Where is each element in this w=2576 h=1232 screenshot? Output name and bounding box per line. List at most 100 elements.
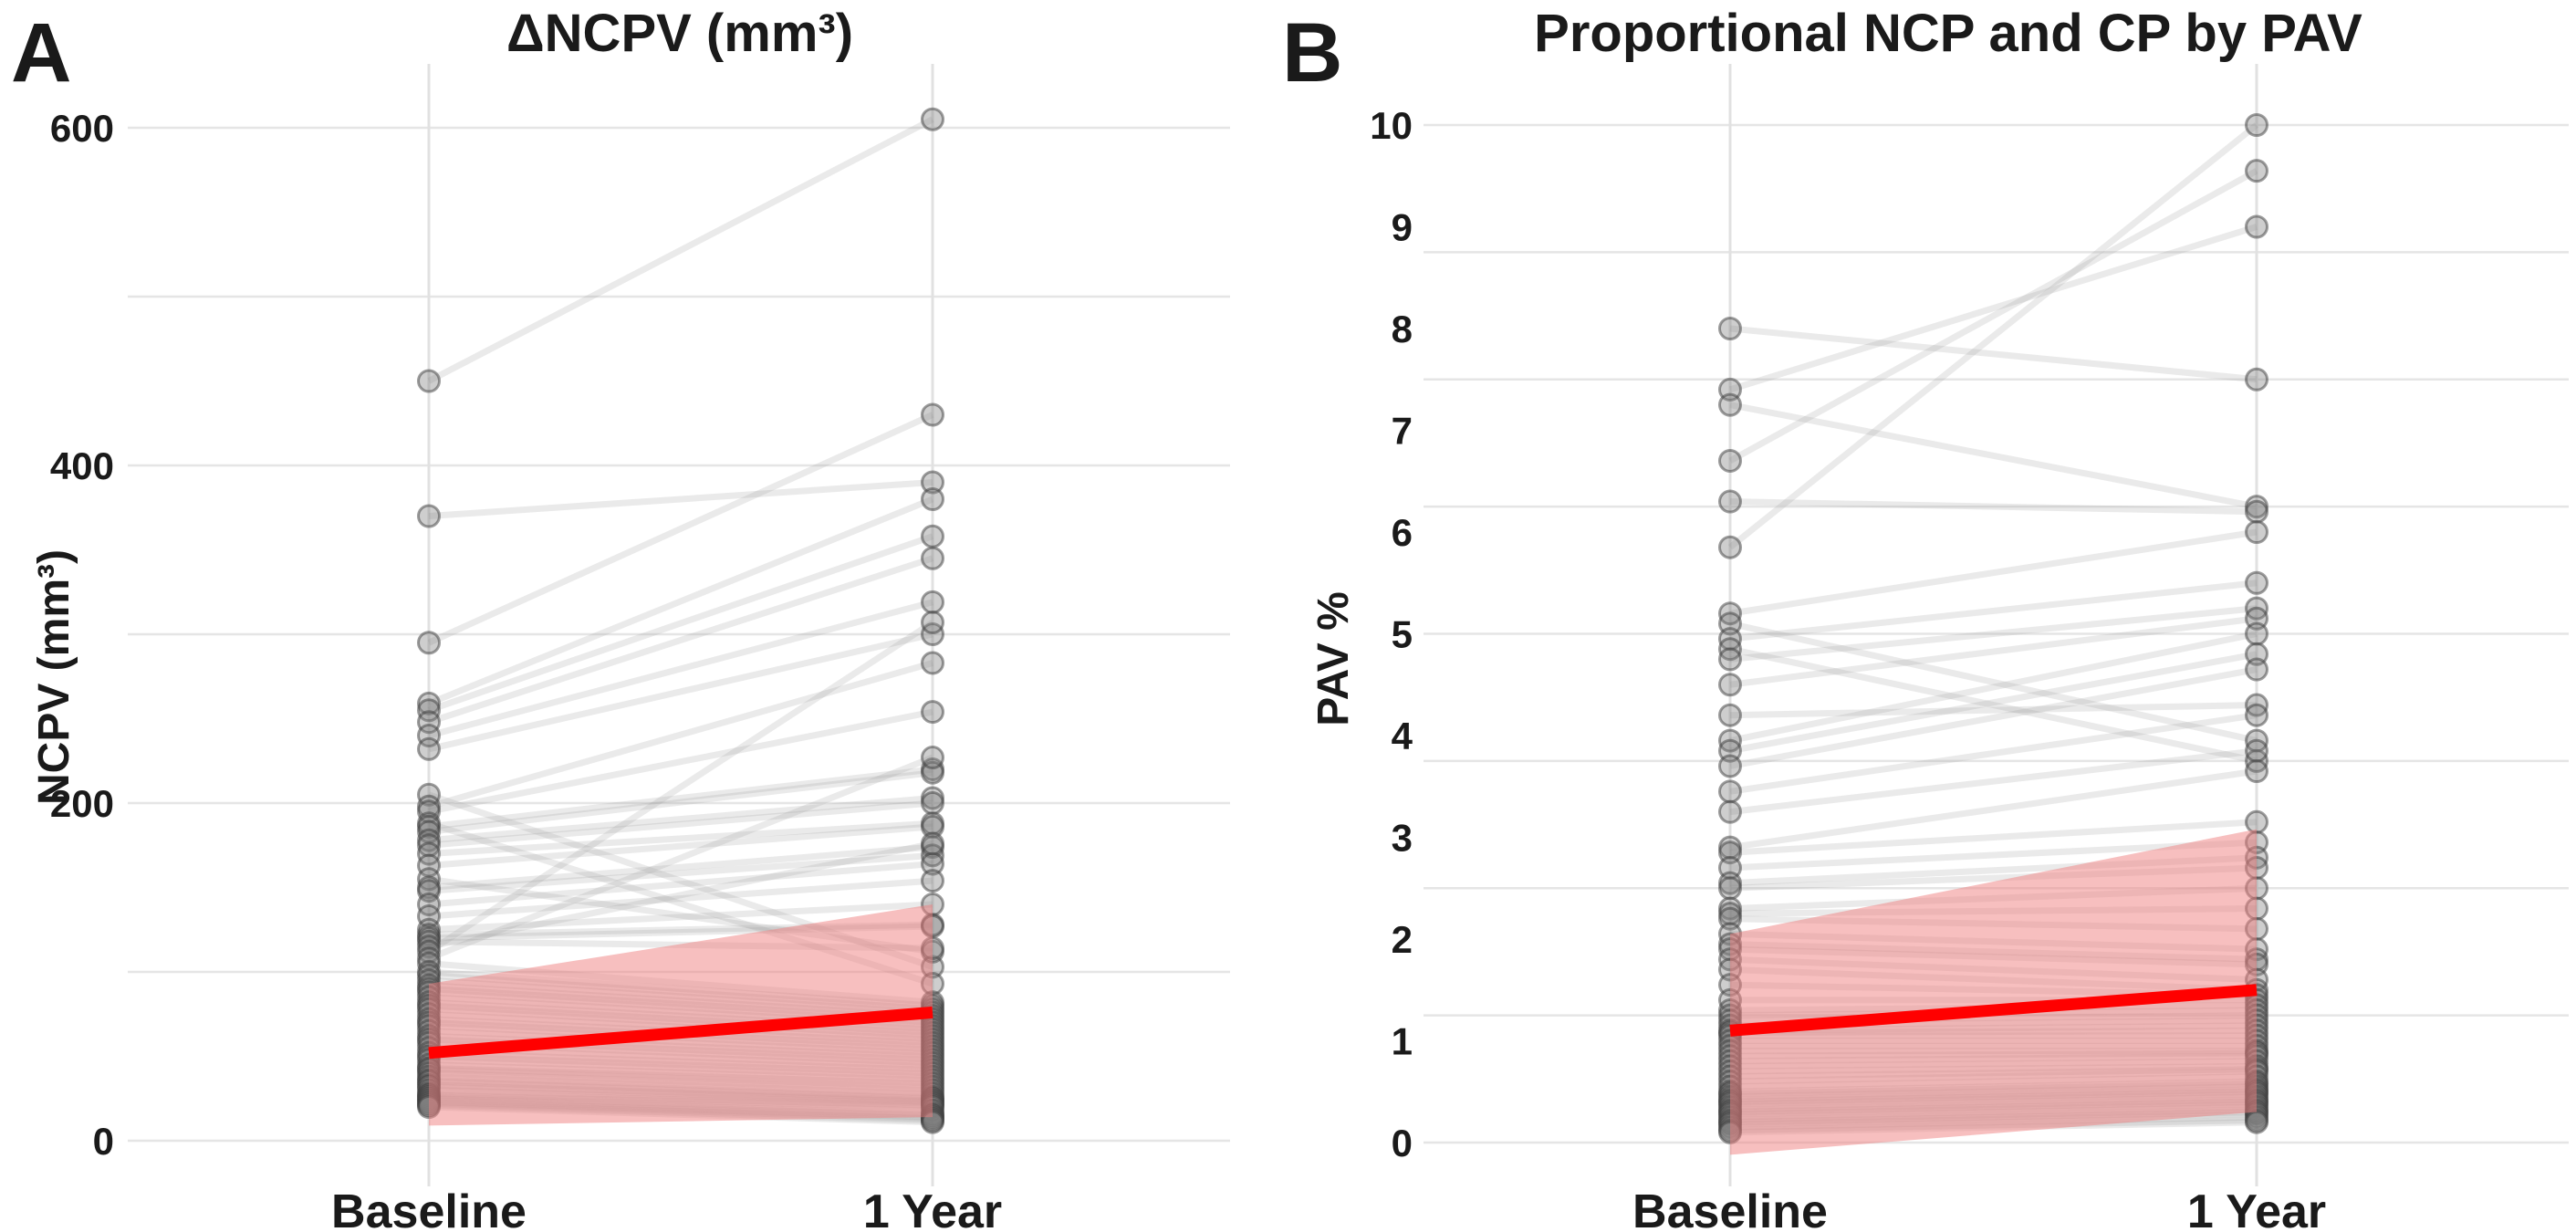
case-line	[1727, 122, 2259, 550]
y-tick-label: 200	[50, 782, 114, 825]
data-point-1year	[921, 700, 944, 725]
y-tick-label: 400	[50, 444, 114, 487]
case-line	[428, 901, 933, 934]
case-line	[428, 851, 933, 894]
case-line	[428, 823, 933, 869]
case-line	[427, 754, 934, 962]
data-point-1year	[921, 524, 944, 548]
data-point-baseline	[417, 736, 441, 761]
case-line	[1729, 645, 2258, 765]
y-tick-label: 4	[1392, 715, 1413, 757]
panel-a-x-label-baseline: Baseline	[331, 1185, 527, 1232]
data-point-1year	[921, 107, 944, 131]
data-point-1year	[921, 611, 944, 635]
panel-a-title: ΔNCPV (mm³)	[506, 4, 854, 63]
data-point-1year	[921, 869, 944, 893]
case-line	[1729, 620, 2258, 744]
data-point-baseline	[1718, 535, 1742, 559]
data-point-1year	[921, 651, 944, 675]
case-line	[427, 620, 934, 955]
case-line	[1729, 651, 2258, 755]
data-point-1year	[2245, 570, 2268, 595]
data-point-1year	[921, 590, 944, 614]
trend-line	[1729, 984, 2258, 1037]
panel-b-x-label-1year: 1 Year	[2186, 1185, 2327, 1232]
data-point-1year	[2245, 738, 2268, 763]
case-line	[428, 479, 933, 519]
case-line	[428, 820, 933, 857]
data-point-1year	[2245, 159, 2268, 183]
y-tick-labels: 0 1 2 3 4 5 6 7 8 9 10	[1370, 104, 1413, 1164]
case-line	[428, 843, 933, 891]
case-line	[1729, 839, 2258, 872]
data-point-1year	[2245, 214, 2268, 239]
case-line	[427, 555, 934, 726]
data-point-baseline	[1718, 489, 1742, 514]
data-point-baseline	[417, 631, 441, 655]
case-line	[427, 116, 934, 384]
data-point-1year	[2245, 499, 2268, 524]
case-line	[427, 496, 934, 707]
case-line	[1729, 631, 2258, 745]
data-point-baseline	[1718, 779, 1742, 804]
case-line	[428, 660, 933, 810]
case-line	[428, 631, 933, 753]
data-point-1year	[2245, 759, 2268, 784]
case-line	[1729, 402, 2258, 510]
data-point-1year	[921, 746, 944, 770]
case-line	[428, 794, 933, 844]
panel-b-letter: B	[1282, 6, 1343, 99]
case-line	[428, 861, 933, 908]
data-point-1year	[2245, 703, 2268, 727]
panel-a-y-axis-label: NCPV (mm³)	[30, 548, 78, 806]
data-point-1year	[921, 487, 944, 511]
case-line	[1728, 224, 2258, 393]
y-tick-label: 6	[1392, 511, 1413, 554]
case-line	[1729, 747, 2258, 816]
case-line	[1729, 666, 2258, 769]
case-line	[428, 769, 933, 835]
data-point-baseline	[417, 504, 441, 528]
data-point-1year	[2245, 657, 2268, 682]
confidence-band	[429, 904, 933, 1126]
data-point-1year	[921, 791, 944, 815]
y-tick-label: 0	[93, 1120, 114, 1163]
y-tick-label: 0	[1392, 1122, 1413, 1164]
data-point-1year	[2245, 1110, 2268, 1134]
confidence-band	[1730, 829, 2257, 1155]
data-point-1year	[2245, 520, 2268, 544]
case-line	[428, 799, 933, 849]
y-tick-labels: 0 200 400 600	[50, 107, 114, 1163]
case-line	[1729, 615, 2258, 688]
y-tick-label: 1	[1392, 1020, 1413, 1063]
case-line	[1728, 168, 2258, 465]
case-line	[1729, 819, 2258, 856]
panel-b-y-axis-label: PAV %	[1309, 591, 1358, 726]
data-point-baseline	[1718, 876, 1742, 901]
horizontal-gridlines	[128, 126, 1230, 1143]
y-tick-label: 3	[1392, 817, 1413, 860]
case-line	[1729, 528, 2258, 617]
panel-b-x-label-baseline: Baseline	[1632, 1185, 1828, 1232]
case-line	[1729, 767, 2258, 851]
data-point-baseline	[1718, 799, 1742, 824]
y-tick-label: 9	[1392, 206, 1413, 249]
data-point-1year	[921, 402, 944, 427]
trend-line	[428, 1006, 933, 1060]
data-point-1year	[2245, 367, 2268, 392]
case-line	[427, 412, 934, 646]
data-point-baseline	[1718, 448, 1742, 473]
case-line	[427, 533, 934, 714]
y-tick-label: 5	[1392, 613, 1413, 656]
panel-a-letter: A	[11, 6, 72, 99]
data-point-1year	[921, 546, 944, 570]
case-line	[428, 599, 933, 739]
panel-a: 0 200 400 600	[50, 64, 1230, 1186]
data-point-baseline	[417, 369, 441, 393]
data-point-baseline	[1718, 754, 1742, 778]
data-point-baseline	[1718, 317, 1742, 340]
y-tick-label: 2	[1392, 918, 1413, 961]
data-point-baseline	[1718, 673, 1742, 697]
